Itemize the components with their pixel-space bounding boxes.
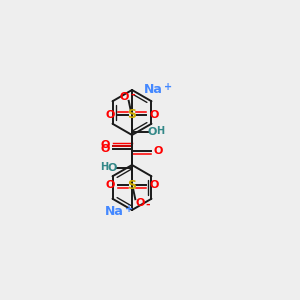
Text: H: H — [156, 126, 164, 136]
Text: S: S — [128, 179, 136, 192]
Text: -: - — [130, 90, 135, 100]
Text: O: O — [149, 180, 159, 190]
Text: O: O — [107, 163, 117, 173]
Text: -: - — [146, 200, 150, 210]
Text: +: + — [125, 204, 133, 214]
Text: O: O — [105, 180, 115, 190]
Text: +: + — [164, 82, 172, 92]
Text: O: O — [119, 92, 129, 102]
Text: O: O — [100, 140, 110, 151]
Text: O: O — [105, 110, 115, 120]
Text: O: O — [154, 146, 163, 157]
Text: H: H — [100, 162, 108, 172]
Text: O: O — [149, 110, 159, 120]
Text: O: O — [135, 198, 145, 208]
Text: Na: Na — [144, 83, 162, 96]
Text: Na: Na — [105, 205, 123, 218]
Text: O: O — [147, 127, 157, 137]
Text: O: O — [101, 143, 110, 154]
Text: S: S — [128, 108, 136, 121]
